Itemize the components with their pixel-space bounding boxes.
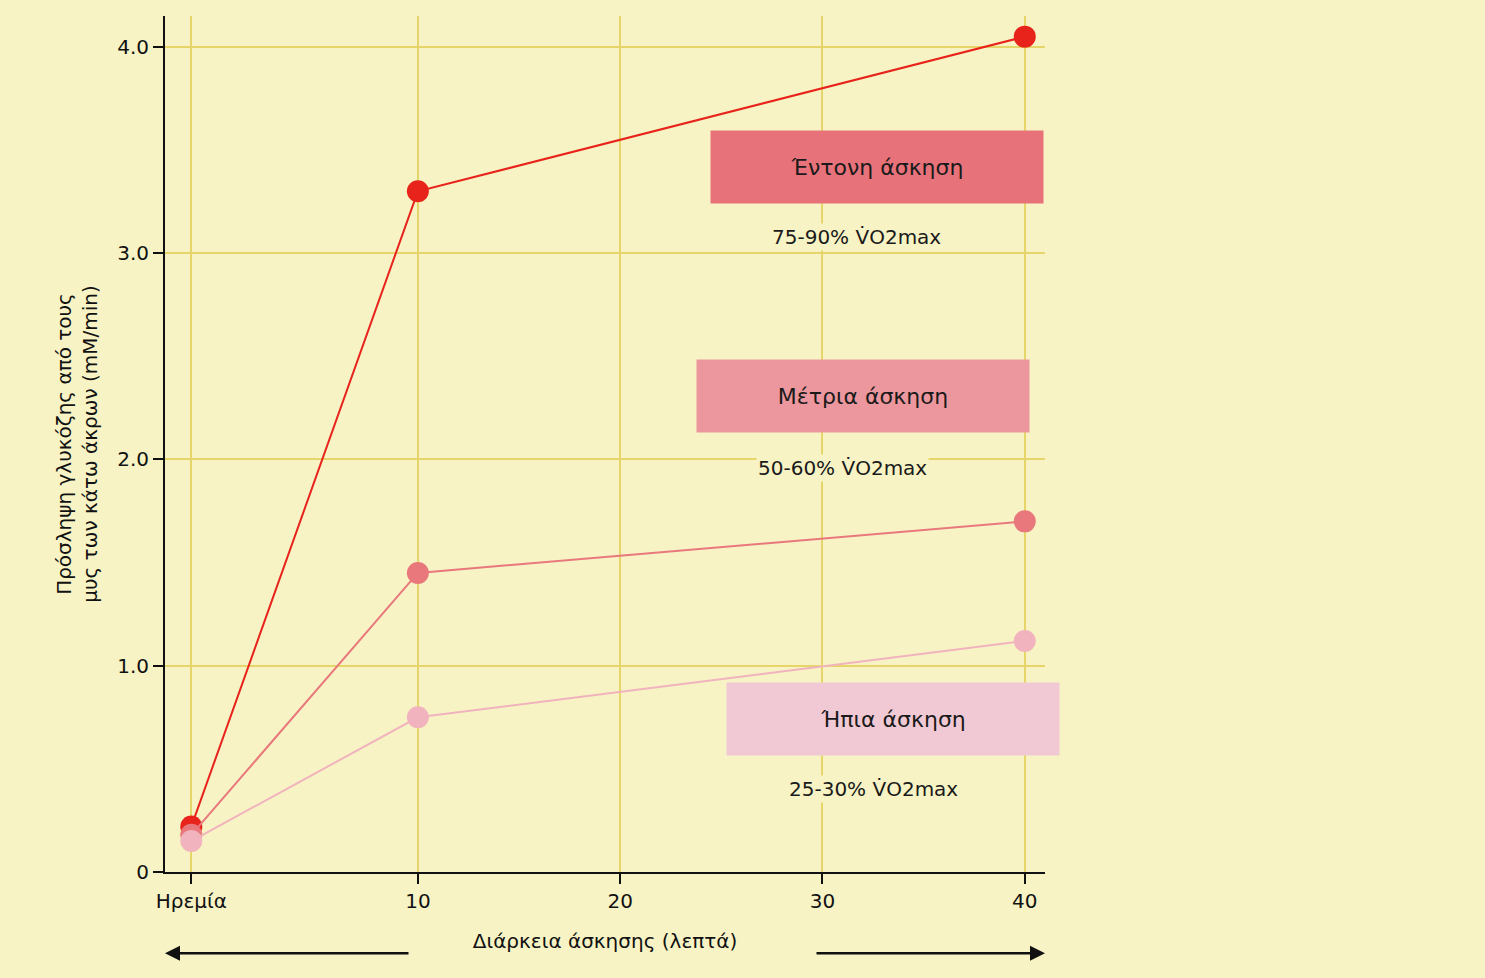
svg-text:Πρόσληψη γλυκόζης από τουςμυς: Πρόσληψη γλυκόζης από τουςμυς των κάτω ά…	[52, 285, 102, 603]
svg-text:1.0: 1.0	[117, 654, 149, 678]
svg-text:50-60% V̇O2max: 50-60% V̇O2max	[758, 456, 927, 480]
svg-text:0: 0	[136, 860, 149, 884]
svg-text:Ήπια άσκηση: Ήπια άσκηση	[820, 707, 966, 732]
svg-text:10: 10	[405, 889, 430, 913]
svg-text:25-30% V̇O2max: 25-30% V̇O2max	[789, 777, 958, 801]
svg-text:Μέτρια άσκηση: Μέτρια άσκηση	[778, 384, 948, 409]
svg-text:Έντονη άσκηση: Έντονη άσκηση	[791, 155, 964, 180]
svg-text:Ηρεμία: Ηρεμία	[156, 889, 227, 913]
svg-text:Διάρκεια άσκησης (λεπτά): Διάρκεια άσκησης (λεπτά)	[473, 929, 738, 953]
svg-text:2.0: 2.0	[117, 447, 149, 471]
svg-text:40: 40	[1012, 889, 1037, 913]
svg-text:75-90% V̇O2max: 75-90% V̇O2max	[772, 225, 941, 249]
svg-text:4.0: 4.0	[117, 35, 149, 59]
svg-text:30: 30	[810, 889, 835, 913]
svg-text:20: 20	[607, 889, 632, 913]
svg-text:3.0: 3.0	[117, 241, 149, 265]
